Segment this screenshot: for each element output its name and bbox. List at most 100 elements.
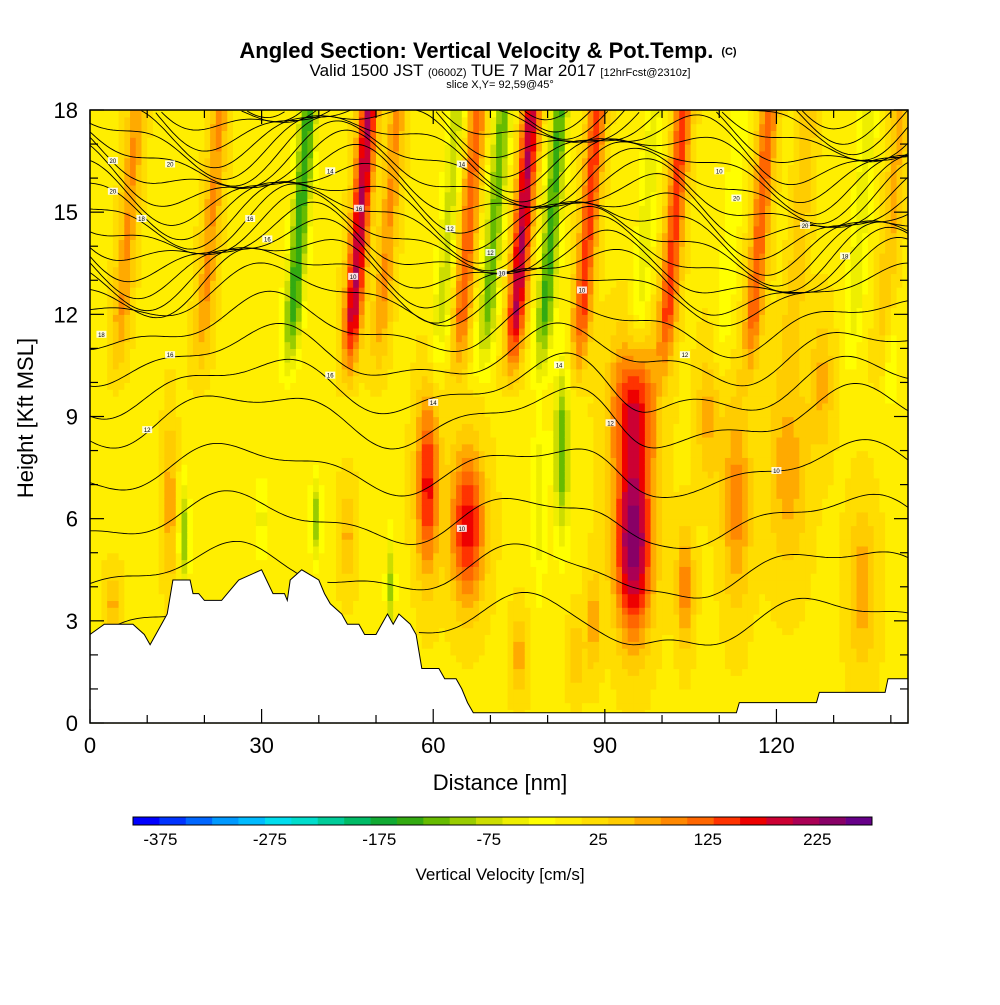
velocity-cell: [130, 477, 137, 486]
velocity-cell: [313, 246, 320, 254]
velocity-cell: [364, 362, 371, 370]
velocity-cell: [358, 539, 366, 547]
velocity-cell: [147, 620, 154, 629]
velocity-cell: [118, 532, 125, 540]
velocity-cell: [147, 627, 154, 636]
velocity-cell: [335, 123, 343, 132]
velocity-cell: [261, 239, 268, 247]
velocity-cell: [124, 212, 131, 220]
velocity-cell: [147, 164, 154, 172]
velocity-cell: [118, 593, 125, 601]
velocity-cell: [273, 212, 280, 220]
velocity-cell: [233, 484, 240, 493]
velocity-cell: [381, 362, 389, 370]
velocity-cell: [204, 552, 211, 561]
velocity-cell: [398, 457, 406, 465]
velocity-cell: [118, 123, 125, 132]
velocity-cell: [301, 266, 308, 275]
velocity-cell: [318, 164, 326, 172]
velocity-cell: [181, 368, 188, 377]
velocity-cell: [330, 110, 337, 118]
velocity-cell: [341, 116, 349, 125]
velocity-cell: [358, 225, 366, 234]
velocity-cell: [290, 348, 297, 356]
velocity-cell: [370, 620, 377, 629]
velocity-cell: [353, 362, 360, 370]
velocity-cell: [210, 409, 217, 418]
velocity-cell: [175, 300, 183, 309]
velocity-cell: [90, 110, 97, 118]
velocity-cell: [187, 389, 194, 397]
velocity-cell: [221, 566, 228, 574]
velocity-cell: [130, 287, 137, 295]
velocity-cell: [324, 232, 331, 241]
velocity-cell: [324, 559, 331, 567]
velocity-cell: [181, 293, 188, 302]
velocity-cell: [158, 614, 165, 622]
velocity-cell: [261, 327, 268, 336]
velocity-cell: [158, 375, 165, 384]
velocity-cell: [101, 525, 108, 533]
velocity-cell: [170, 355, 177, 363]
velocity-cell: [170, 150, 177, 159]
velocity-cell: [90, 273, 97, 281]
velocity-cell: [330, 491, 337, 499]
velocity-cell: [364, 539, 371, 547]
velocity-cell: [118, 171, 125, 179]
velocity-cell: [387, 368, 394, 377]
velocity-cell: [318, 470, 326, 479]
velocity-cell: [198, 178, 206, 186]
velocity-cell: [238, 341, 246, 349]
velocity-cell: [261, 198, 268, 206]
velocity-cell: [187, 212, 194, 220]
velocity-cell: [353, 164, 360, 172]
velocity-cell: [233, 545, 240, 554]
velocity-cell: [255, 157, 263, 166]
velocity-cell: [381, 198, 389, 206]
velocity-cell: [210, 368, 217, 377]
velocity-cell: [358, 607, 366, 615]
velocity-cell: [295, 307, 303, 315]
velocity-cell: [341, 110, 349, 118]
velocity-cell: [335, 355, 343, 363]
velocity-cell: [158, 218, 165, 227]
velocity-cell: [198, 484, 206, 493]
velocity-cell: [198, 436, 206, 445]
velocity-cell: [124, 137, 131, 145]
velocity-cell: [404, 450, 411, 458]
velocity-cell: [335, 450, 343, 458]
velocity-cell: [95, 525, 103, 533]
velocity-cell: [118, 409, 125, 418]
velocity-cell: [307, 218, 314, 227]
velocity-cell: [233, 566, 240, 574]
velocity-cell: [141, 498, 148, 506]
velocity-cell: [364, 116, 371, 125]
velocity-cell: [135, 600, 143, 608]
velocity-cell: [278, 552, 286, 561]
velocity-cell: [204, 171, 211, 179]
velocity-cell: [210, 144, 217, 152]
velocity-cell: [261, 348, 268, 356]
velocity-cell: [341, 314, 349, 322]
velocity-cell: [244, 300, 251, 309]
velocity-cell: [307, 116, 314, 125]
velocity-cell: [210, 573, 217, 581]
velocity-cell: [301, 327, 308, 336]
velocity-cell: [152, 273, 160, 281]
velocity-cell: [147, 205, 154, 213]
velocity-cell: [90, 116, 97, 125]
velocity-cell: [227, 545, 234, 554]
velocity-cell: [187, 225, 194, 234]
velocity-cell: [353, 116, 360, 125]
velocity-cell: [101, 559, 108, 567]
velocity-cell: [301, 518, 308, 527]
velocity-cell: [152, 321, 160, 329]
velocity-cell: [376, 287, 383, 295]
velocity-cell: [335, 477, 343, 486]
velocity-cell: [238, 232, 246, 241]
velocity-cell: [101, 184, 108, 193]
velocity-cell: [187, 498, 194, 506]
velocity-cell: [393, 321, 400, 329]
velocity-cell: [313, 123, 320, 132]
velocity-cell: [324, 491, 331, 499]
